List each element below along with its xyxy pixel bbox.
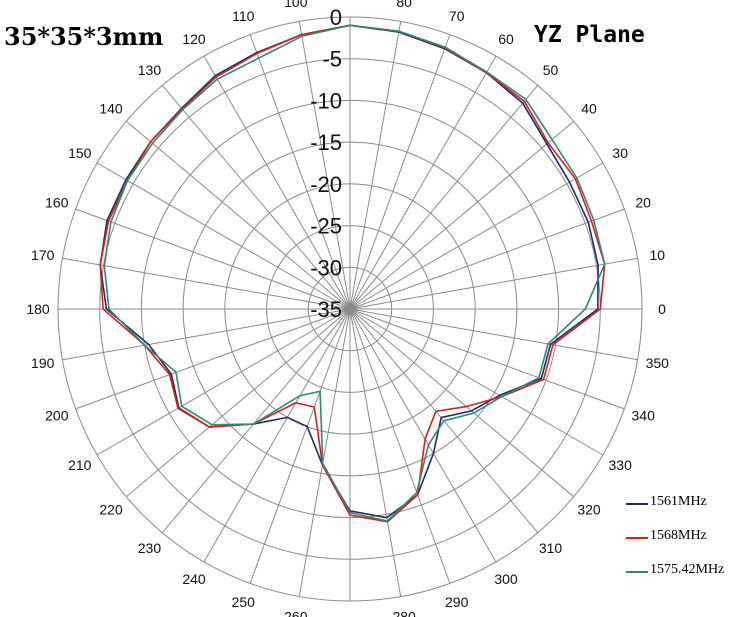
grid-spoke bbox=[349, 308, 638, 361]
grid-spoke bbox=[249, 34, 351, 310]
angle-tick-label: 140 bbox=[99, 100, 123, 116]
grid-spoke bbox=[161, 308, 351, 534]
series-layer bbox=[99, 24, 606, 523]
angle-tick-label: 60 bbox=[498, 31, 514, 47]
grid-spoke bbox=[349, 308, 604, 456]
grid-spoke bbox=[75, 308, 351, 410]
grid-spoke bbox=[349, 162, 604, 310]
grid-spoke bbox=[249, 308, 351, 584]
grid-spoke bbox=[349, 34, 451, 310]
grid-spoke bbox=[203, 308, 351, 563]
radial-tick-label: -15 bbox=[310, 130, 342, 155]
angle-tick-label: 260 bbox=[284, 608, 308, 617]
radial-tick-label: -10 bbox=[310, 88, 342, 113]
grid-spoke bbox=[349, 120, 575, 310]
legend-label: 1561MHz bbox=[650, 494, 707, 509]
grid-spoke bbox=[349, 55, 497, 310]
angle-tick-label: 280 bbox=[392, 608, 416, 617]
grid-spoke bbox=[62, 308, 351, 361]
legend-swatch-1575 bbox=[626, 571, 648, 573]
grid-spoke bbox=[349, 308, 625, 410]
angle-tick-label: 330 bbox=[609, 457, 633, 473]
radial-tick-label: -30 bbox=[310, 255, 342, 280]
angle-tick-label: 30 bbox=[612, 145, 628, 161]
legend-label: 1575.42MHz bbox=[650, 562, 725, 577]
radial-tick-label: -25 bbox=[310, 214, 342, 239]
grid-spoke bbox=[75, 208, 351, 310]
grid-spoke bbox=[349, 308, 451, 584]
grid-spoke bbox=[349, 208, 625, 310]
angle-tick-label: 130 bbox=[138, 62, 162, 78]
angle-tick-label: 120 bbox=[182, 31, 206, 47]
chart-subtitle: 35*35*3mm bbox=[4, 22, 164, 51]
grid-spoke bbox=[62, 257, 351, 310]
grid-spoke bbox=[349, 308, 402, 597]
angle-tick-label: 150 bbox=[68, 145, 92, 161]
grid-spoke bbox=[349, 308, 575, 498]
grid-spoke bbox=[349, 84, 539, 310]
series-line-0 bbox=[99, 24, 599, 519]
grid-spoke bbox=[96, 162, 351, 310]
grid-spoke bbox=[161, 84, 351, 310]
angle-tick-label: 310 bbox=[539, 540, 563, 556]
angle-tick-labels: 0 10 20 30 40 50 60 70 80 90 100 110 120 130 140 150 160… bbox=[26, 0, 669, 617]
grid-spoke bbox=[298, 308, 351, 597]
legend-swatch-1561 bbox=[626, 503, 648, 505]
grid-spoke bbox=[349, 308, 497, 563]
radial-tick-label: -35 bbox=[310, 297, 342, 322]
angle-tick-label: 290 bbox=[445, 594, 469, 610]
angle-tick-label: 50 bbox=[543, 62, 559, 78]
angle-tick-label: 100 bbox=[284, 0, 308, 10]
angle-tick-label: 220 bbox=[99, 502, 123, 518]
grid-spoke bbox=[203, 55, 351, 310]
grid-spoke bbox=[125, 308, 351, 498]
angle-tick-label: 200 bbox=[45, 408, 69, 424]
angle-tick-label: 160 bbox=[45, 194, 69, 210]
angle-tick-label: 80 bbox=[396, 0, 412, 10]
radial-tick-labels: 0 -5 -10 -15 -20 -25 -30 -35 bbox=[310, 5, 342, 322]
series-line-1 bbox=[99, 24, 606, 523]
legend-swatch-1568 bbox=[626, 537, 648, 539]
angle-tick-label: 180 bbox=[26, 301, 50, 317]
angle-tick-label: 320 bbox=[577, 502, 601, 518]
chart-title: YZ Plane bbox=[534, 22, 645, 48]
angle-grid bbox=[58, 17, 642, 601]
grid-spoke bbox=[298, 21, 351, 310]
angle-tick-label: 250 bbox=[232, 594, 256, 610]
angle-tick-label: 230 bbox=[138, 540, 162, 556]
angle-tick-label: 0 bbox=[658, 301, 666, 317]
angle-tick-label: 340 bbox=[632, 408, 656, 424]
radial-tick-label: -5 bbox=[322, 47, 342, 72]
angle-tick-label: 240 bbox=[182, 571, 206, 587]
grid-spoke bbox=[125, 120, 351, 310]
legend-label: 1568MHz bbox=[650, 528, 707, 543]
series-line-2 bbox=[103, 24, 606, 522]
angle-tick-label: 170 bbox=[31, 247, 55, 263]
grid-spoke bbox=[349, 257, 638, 310]
angle-tick-label: 210 bbox=[68, 457, 92, 473]
grid-spoke bbox=[96, 308, 351, 456]
angle-tick-label: 70 bbox=[449, 8, 465, 24]
angle-tick-label: 300 bbox=[494, 571, 518, 587]
angle-tick-label: 90 bbox=[342, 0, 358, 2]
angle-tick-label: 190 bbox=[31, 355, 55, 371]
radial-tick-label: 0 bbox=[330, 5, 342, 30]
angle-tick-label: 110 bbox=[232, 8, 255, 24]
angle-tick-label: 10 bbox=[649, 247, 665, 263]
angle-tick-label: 20 bbox=[635, 194, 651, 210]
angle-tick-label: 40 bbox=[581, 100, 597, 116]
grid-spoke bbox=[349, 21, 402, 310]
radial-tick-label: -20 bbox=[310, 172, 342, 197]
angle-tick-label: 350 bbox=[646, 355, 670, 371]
